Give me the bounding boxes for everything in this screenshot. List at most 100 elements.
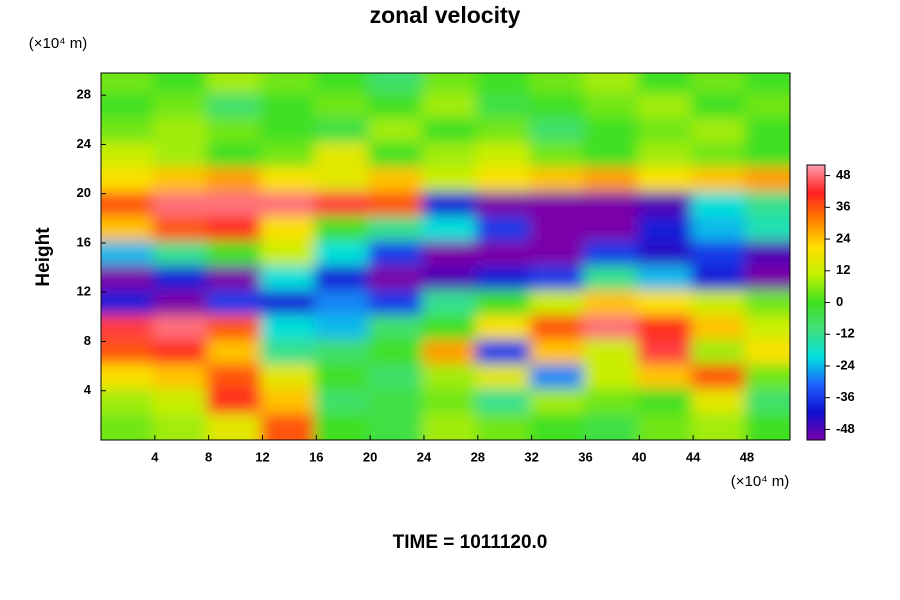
heatmap-cell [314,191,373,221]
heatmap-cell [744,314,790,344]
heatmap-cells [101,73,790,440]
heatmap-cell [314,216,373,245]
heatmap-cell [421,290,480,319]
heatmap-cell [260,73,319,98]
heatmap-cell [101,339,157,369]
heatmap-cell [421,265,480,295]
heatmap-cell [475,388,534,418]
heatmap-cell [475,93,534,122]
heatmap-cell [368,216,426,245]
heatmap-cell [368,73,426,98]
y-tick-label: 12 [77,284,91,299]
heatmap-cell [475,314,534,344]
heatmap-cell [475,413,534,440]
heatmap-cell [421,388,480,418]
colorbar-tick-label: 24 [836,230,851,245]
heatmap-cell [260,413,319,440]
heatmap-cell [637,73,696,98]
heatmap-cell [583,290,642,319]
heatmap-cell [637,117,696,147]
heatmap-cell [206,240,265,270]
heatmap-cell [744,93,790,122]
heatmap-cell [101,142,157,172]
heatmap [101,73,790,440]
heatmap-cell [101,388,157,418]
heatmap-cell [744,339,790,369]
heatmap-cell [206,93,265,122]
heatmap-cell [421,142,480,172]
heatmap-cell [529,339,588,369]
heatmap-cell [152,290,211,319]
heatmap-cell [152,339,211,369]
colorbar-tick-label: 48 [836,167,850,182]
heatmap-cell [421,339,480,369]
y-tick-label: 20 [77,185,91,200]
heatmap-cell [744,167,790,196]
x-tick-label: 44 [686,449,701,464]
heatmap-cell [314,413,373,440]
heatmap-cell [152,413,211,440]
heatmap-cell [101,240,157,270]
heatmap-cell [529,290,588,319]
heatmap-cell [152,191,211,221]
x-tick-label: 8 [205,449,212,464]
heatmap-cell [314,167,373,196]
x-tick-label: 20 [363,449,377,464]
heatmap-cell [583,117,642,147]
heatmap-cell [152,93,211,122]
heatmap-cell [260,240,319,270]
heatmap-cell [744,364,790,393]
heatmap-cell [314,364,373,393]
heatmap-cell [152,142,211,172]
heatmap-cell [152,240,211,270]
heatmap-cell [529,240,588,270]
heatmap-cell [101,216,157,245]
heatmap-cell [368,240,426,270]
heatmap-cell [691,191,749,221]
heatmap-cell [475,73,534,98]
heatmap-cell [475,339,534,369]
heatmap-cell [260,364,319,393]
heatmap-cell [583,240,642,270]
heatmap-cell [691,388,749,418]
heatmap-cell [637,216,696,245]
heatmap-cell [583,413,642,440]
heatmap-cell [637,290,696,319]
colorbar-tick-label: 36 [836,199,850,214]
colorbar-tick-label: -24 [836,357,856,372]
heatmap-cell [260,167,319,196]
heatmap-cell [691,142,749,172]
x-tick-label: 12 [255,449,269,464]
heatmap-cell [583,142,642,172]
heatmap-cell [475,364,534,393]
heatmap-cell [260,314,319,344]
heatmap-cell [744,191,790,221]
y-tick-label: 24 [77,136,92,151]
heatmap-cell [368,388,426,418]
heatmap-cell [691,73,749,98]
heatmap-cell [691,216,749,245]
heatmap-cell [260,265,319,295]
heatmap-cell [637,314,696,344]
chart-title: zonal velocity [370,2,521,28]
heatmap-cell [475,191,534,221]
heatmap-cell [368,290,426,319]
heatmap-cell [368,93,426,122]
heatmap-cell [637,142,696,172]
heatmap-cell [206,167,265,196]
heatmap-cell [260,93,319,122]
x-tick-label: 36 [578,449,592,464]
colorbar-tick-label: -12 [836,326,855,341]
y-tick-label: 28 [77,87,91,102]
x-tick-label: 40 [632,449,646,464]
heatmap-cell [260,388,319,418]
heatmap-cell [152,364,211,393]
heatmap-cell [152,167,211,196]
y-tick-label: 16 [77,234,91,249]
heatmap-cell [637,265,696,295]
heatmap-cell [691,117,749,147]
heatmap-cell [421,216,480,245]
heatmap-cell [260,191,319,221]
heatmap-cell [101,364,157,393]
heatmap-cell [744,240,790,270]
